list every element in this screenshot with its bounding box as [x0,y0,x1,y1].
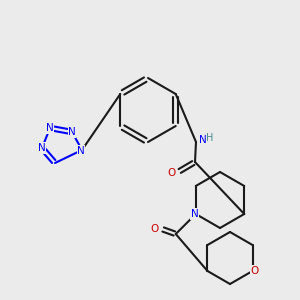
Text: O: O [151,224,159,234]
Text: N: N [77,146,85,156]
Text: N: N [199,135,207,145]
Text: N: N [191,209,199,219]
Text: O: O [168,168,176,178]
Text: H: H [206,133,213,143]
Text: N: N [46,123,54,133]
Text: N: N [38,143,46,153]
Text: N: N [68,127,76,137]
Text: O: O [250,266,259,276]
